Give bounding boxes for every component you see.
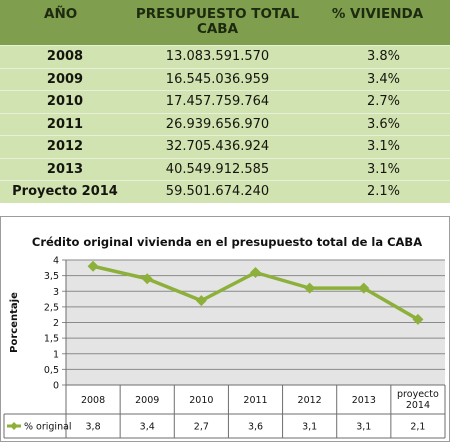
y-tick-label: 3,5 (44, 271, 59, 282)
data-point (250, 267, 261, 278)
table-row: 2010 17.457.759.764 2.7% (0, 90, 450, 113)
cell-pct: 2.1% (305, 180, 450, 203)
data-point (358, 282, 370, 294)
table-row: 2008 13.083.591.570 3.8% (0, 45, 450, 68)
cell-year: 2013 (0, 157, 130, 180)
data-label: 3,1 (302, 422, 317, 433)
table-header-row: AÑO PRESUPUESTO TOTAL CABA % VIVIENDA (0, 0, 450, 45)
data-point (195, 295, 207, 307)
y-axis-label: Porcentaje (9, 292, 20, 353)
table-row: 2011 26.939.656.970 3.6% (0, 112, 450, 135)
budget-table: AÑO PRESUPUESTO TOTAL CABA % VIVIENDA 20… (0, 0, 450, 203)
x-tick-label: 2013 (352, 395, 376, 406)
cell-year: 2011 (0, 112, 130, 135)
data-point (87, 260, 99, 272)
y-tick-label: 0 (53, 381, 59, 392)
cell-pct: 2.7% (305, 90, 450, 113)
y-tick-label: 1,5 (44, 334, 59, 345)
data-label: 3,6 (248, 422, 263, 433)
table-row: 2013 40.549.912.585 3.1% (0, 157, 450, 180)
cell-pct: 3.6% (305, 112, 450, 135)
x-tick-label: 2010 (189, 395, 213, 406)
x-tick-label: proyecto 2014 (397, 389, 439, 411)
cell-total: 32.705.436.924 (130, 135, 305, 158)
y-tick-label: 2 (53, 318, 59, 329)
x-tick-label: 2008 (81, 395, 105, 406)
y-tick-label: 1 (53, 349, 59, 360)
y-tick-label: 4 (53, 256, 59, 267)
cell-total: 13.083.591.570 (130, 45, 305, 68)
data-point (141, 273, 153, 285)
cell-pct: 3.4% (305, 67, 450, 90)
data-label: 2,7 (194, 422, 209, 433)
data-label: 2,1 (410, 422, 425, 433)
cell-pct: 3.1% (305, 135, 450, 158)
data-point (304, 282, 316, 294)
cell-total: 26.939.656.970 (130, 112, 305, 135)
header-pct: % VIVIENDA (305, 0, 450, 45)
chart-title: Crédito original vivienda en el presupue… (32, 235, 422, 249)
header-total: PRESUPUESTO TOTAL CABA (130, 0, 305, 45)
cell-year: 2009 (0, 67, 130, 90)
line-chart: Crédito original vivienda en el presupue… (3, 235, 446, 439)
cell-total: 16.545.036.959 (130, 67, 305, 90)
cell-year: Proyecto 2014 (0, 180, 130, 203)
header-year: AÑO (0, 0, 130, 45)
cell-year: 2012 (0, 135, 130, 158)
data-point (412, 313, 424, 325)
chart-container: Crédito original vivienda en el presupue… (0, 216, 450, 442)
data-label: 3,1 (356, 422, 371, 433)
cell-total: 59.501.674.240 (130, 180, 305, 203)
data-label: 3,4 (140, 422, 155, 433)
x-tick-label: 2009 (135, 395, 159, 406)
table-row: Proyecto 2014 59.501.674.240 2.1% (0, 180, 450, 203)
cell-total: 40.549.912.585 (130, 157, 305, 180)
table-row: 2009 16.545.036.959 3.4% (0, 67, 450, 90)
cell-total: 17.457.759.764 (130, 90, 305, 113)
cell-pct: 3.8% (305, 45, 450, 68)
y-tick-label: 3 (53, 287, 59, 298)
legend-key-marker (10, 422, 18, 430)
y-tick-label: 0,5 (44, 365, 59, 376)
x-tick-label: 2011 (243, 395, 267, 406)
cell-year: 2010 (0, 90, 130, 113)
cell-year: 2008 (0, 45, 130, 68)
data-label: 3,8 (86, 422, 101, 433)
table-row: 2012 32.705.436.924 3.1% (0, 135, 450, 158)
legend-label: % original (24, 422, 72, 433)
y-tick-label: 2,5 (44, 302, 59, 313)
x-tick-label: 2012 (298, 395, 322, 406)
cell-pct: 3.1% (305, 157, 450, 180)
